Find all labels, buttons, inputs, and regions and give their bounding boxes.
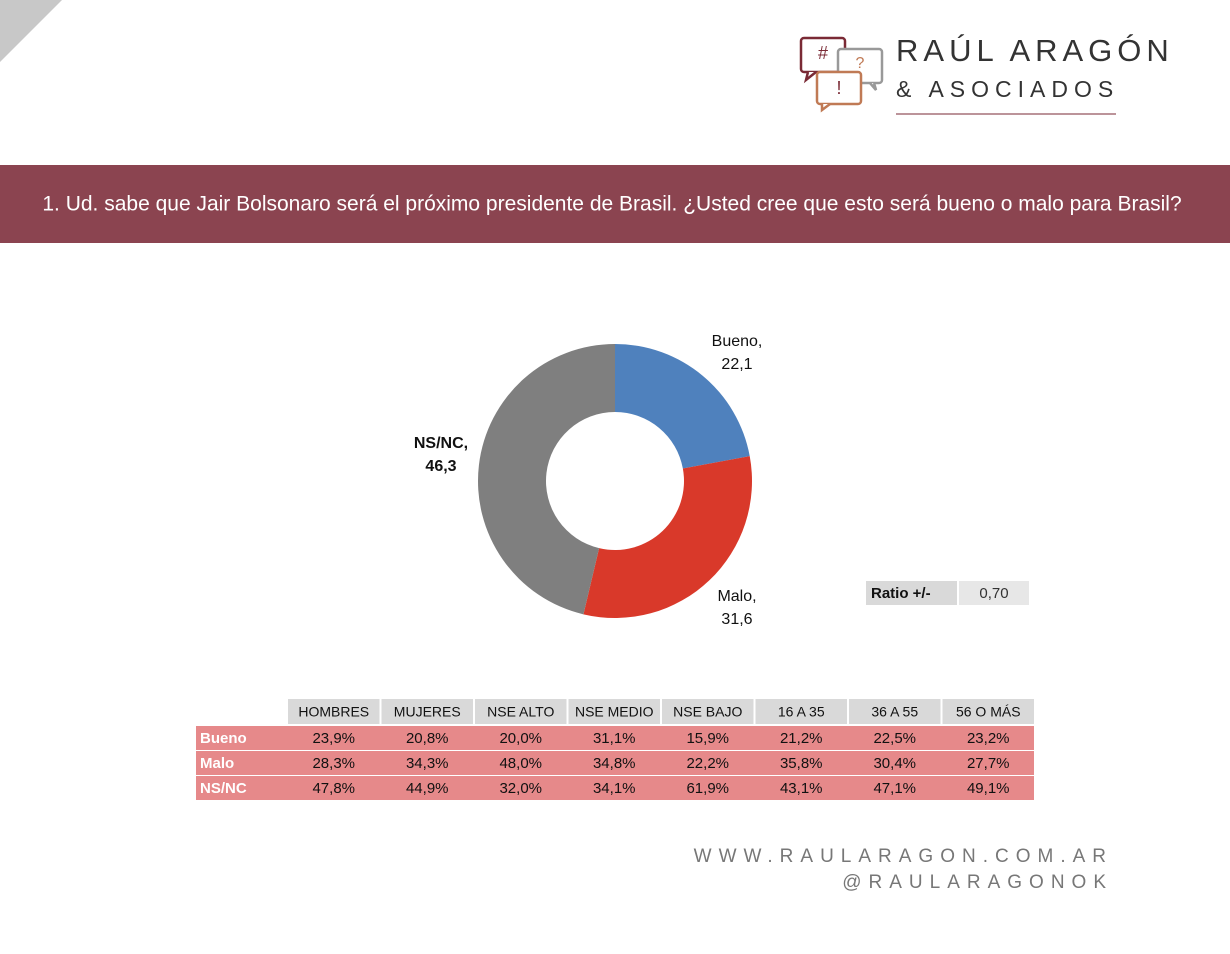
table-cell: 61,9% [686,780,729,797]
slice-value-label: 31,6 [721,611,752,628]
ratio-value-cell [959,581,1029,605]
table-cell: 23,9% [312,730,355,747]
column-header-cell [568,699,660,724]
donut-slice [583,456,752,618]
table-cell: 44,9% [406,780,449,797]
crosstab: HOMBRES MUJERES NSE ALTO NSE MEDIO NSE BAJO 1… [196,699,1034,800]
table-cell: 49,1% [967,780,1010,797]
table-cell: 21,2% [780,730,823,747]
table-cell: 31,1% [593,730,636,747]
table-cell: 22,2% [686,755,729,772]
table-cell: 30,4% [873,755,916,772]
table-cell: 32,0% [499,780,542,797]
row-header: Bueno [200,730,247,747]
donut-chart: Bueno, 22,1 Malo, 31,6 NS/NC, 46,3 [414,333,762,628]
table-cell: 48,0% [499,755,542,772]
donut-slice [478,344,615,615]
row-header: Malo [200,755,234,772]
column-header-cell [849,699,941,724]
column-header: NSE BAJO [673,704,742,720]
header-title: 1. Ud. sabe que Jair Bolsonaro será el p… [42,193,1181,216]
column-header-cell [942,699,1034,724]
column-header-cell [475,699,567,724]
column-header: NSE ALTO [487,704,554,720]
table-cell: 28,3% [312,755,355,772]
slice-category-label: Bueno, [712,333,763,350]
row-band [196,776,1034,800]
logo-symbol: # [818,43,828,63]
header-band [0,165,1230,243]
column-header-cell [755,699,847,724]
table-cell: 47,8% [312,780,355,797]
table-cell: 47,1% [873,780,916,797]
table-cell: 34,1% [593,780,636,797]
table-cell: 34,3% [406,755,449,772]
column-header-cell [662,699,754,724]
slice-value-label: 22,1 [721,356,752,373]
logo-icon: # ? ! [799,36,884,113]
table-cell: 27,7% [967,755,1010,772]
footer-web: WWW.RAULARAGON.COM.AR [694,846,1113,867]
table-cell: 22,5% [873,730,916,747]
column-header: 16 A 35 [778,704,825,720]
column-header-cell [288,699,380,724]
row-band [196,726,1034,750]
table-cell: 35,8% [780,755,823,772]
logo-sub: & ASOCIADOS [896,76,1119,102]
column-header-cell [381,699,473,724]
ratio-value: 0,70 [979,585,1008,602]
row-band [196,751,1034,775]
table-cell: 43,1% [780,780,823,797]
table-cell: 15,9% [686,730,729,747]
ratio-label-cell [866,581,957,605]
table-cell: 20,0% [499,730,542,747]
footer-handle: @RAULARAGONOK [842,872,1113,893]
logo-name: RAÚL ARAGÓN [896,33,1174,68]
column-header: 36 A 55 [871,704,918,720]
column-header: MUJERES [394,704,461,720]
ratio-label: Ratio +/- [871,585,931,602]
donut-slice [615,344,750,469]
table-cell: 20,8% [406,730,449,747]
row-header: NS/NC [200,780,247,797]
slice-value-label: 46,3 [425,458,456,475]
table-cell: 34,8% [593,755,636,772]
slice-category-label: Malo, [717,588,756,605]
corner-decoration [0,0,62,62]
column-header: HOMBRES [298,704,369,720]
column-header: 56 O MÁS [956,704,1021,720]
logo-symbol: ? [856,55,865,72]
slice-category-label: NS/NC, [414,435,468,452]
table-cell: 23,2% [967,730,1010,747]
column-header: NSE MEDIO [575,704,654,720]
logo-symbol: ! [836,78,841,98]
